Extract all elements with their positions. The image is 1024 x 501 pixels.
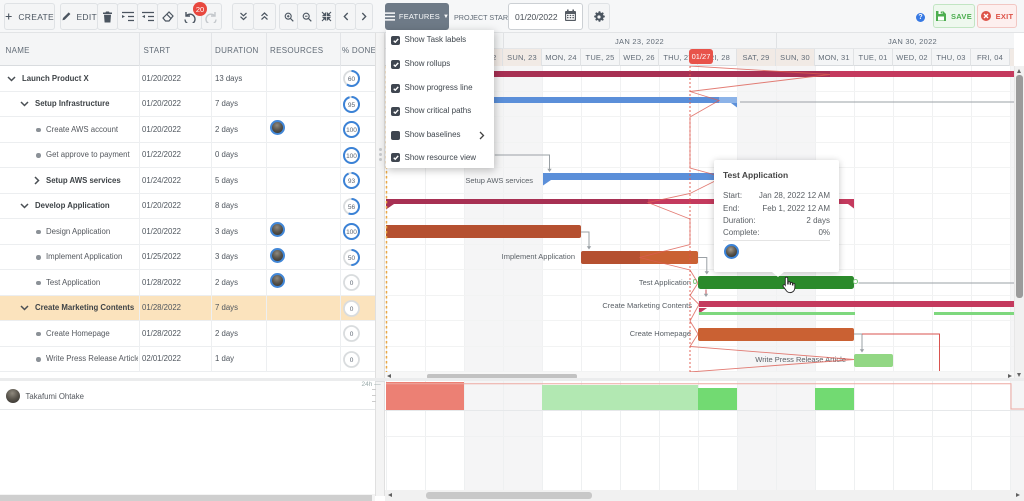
svg-text:56: 56 bbox=[348, 204, 356, 211]
svg-text:100: 100 bbox=[346, 153, 357, 160]
svg-text:60: 60 bbox=[348, 76, 356, 83]
svg-text:100: 100 bbox=[346, 229, 357, 236]
svg-text:0: 0 bbox=[350, 357, 354, 364]
svg-text:0: 0 bbox=[350, 331, 354, 338]
svg-text:95: 95 bbox=[348, 102, 356, 109]
svg-text:93: 93 bbox=[348, 178, 356, 185]
svg-text:0: 0 bbox=[350, 306, 354, 313]
svg-text:100: 100 bbox=[346, 127, 357, 134]
svg-text:0: 0 bbox=[350, 280, 354, 287]
svg-text:50: 50 bbox=[348, 255, 356, 262]
